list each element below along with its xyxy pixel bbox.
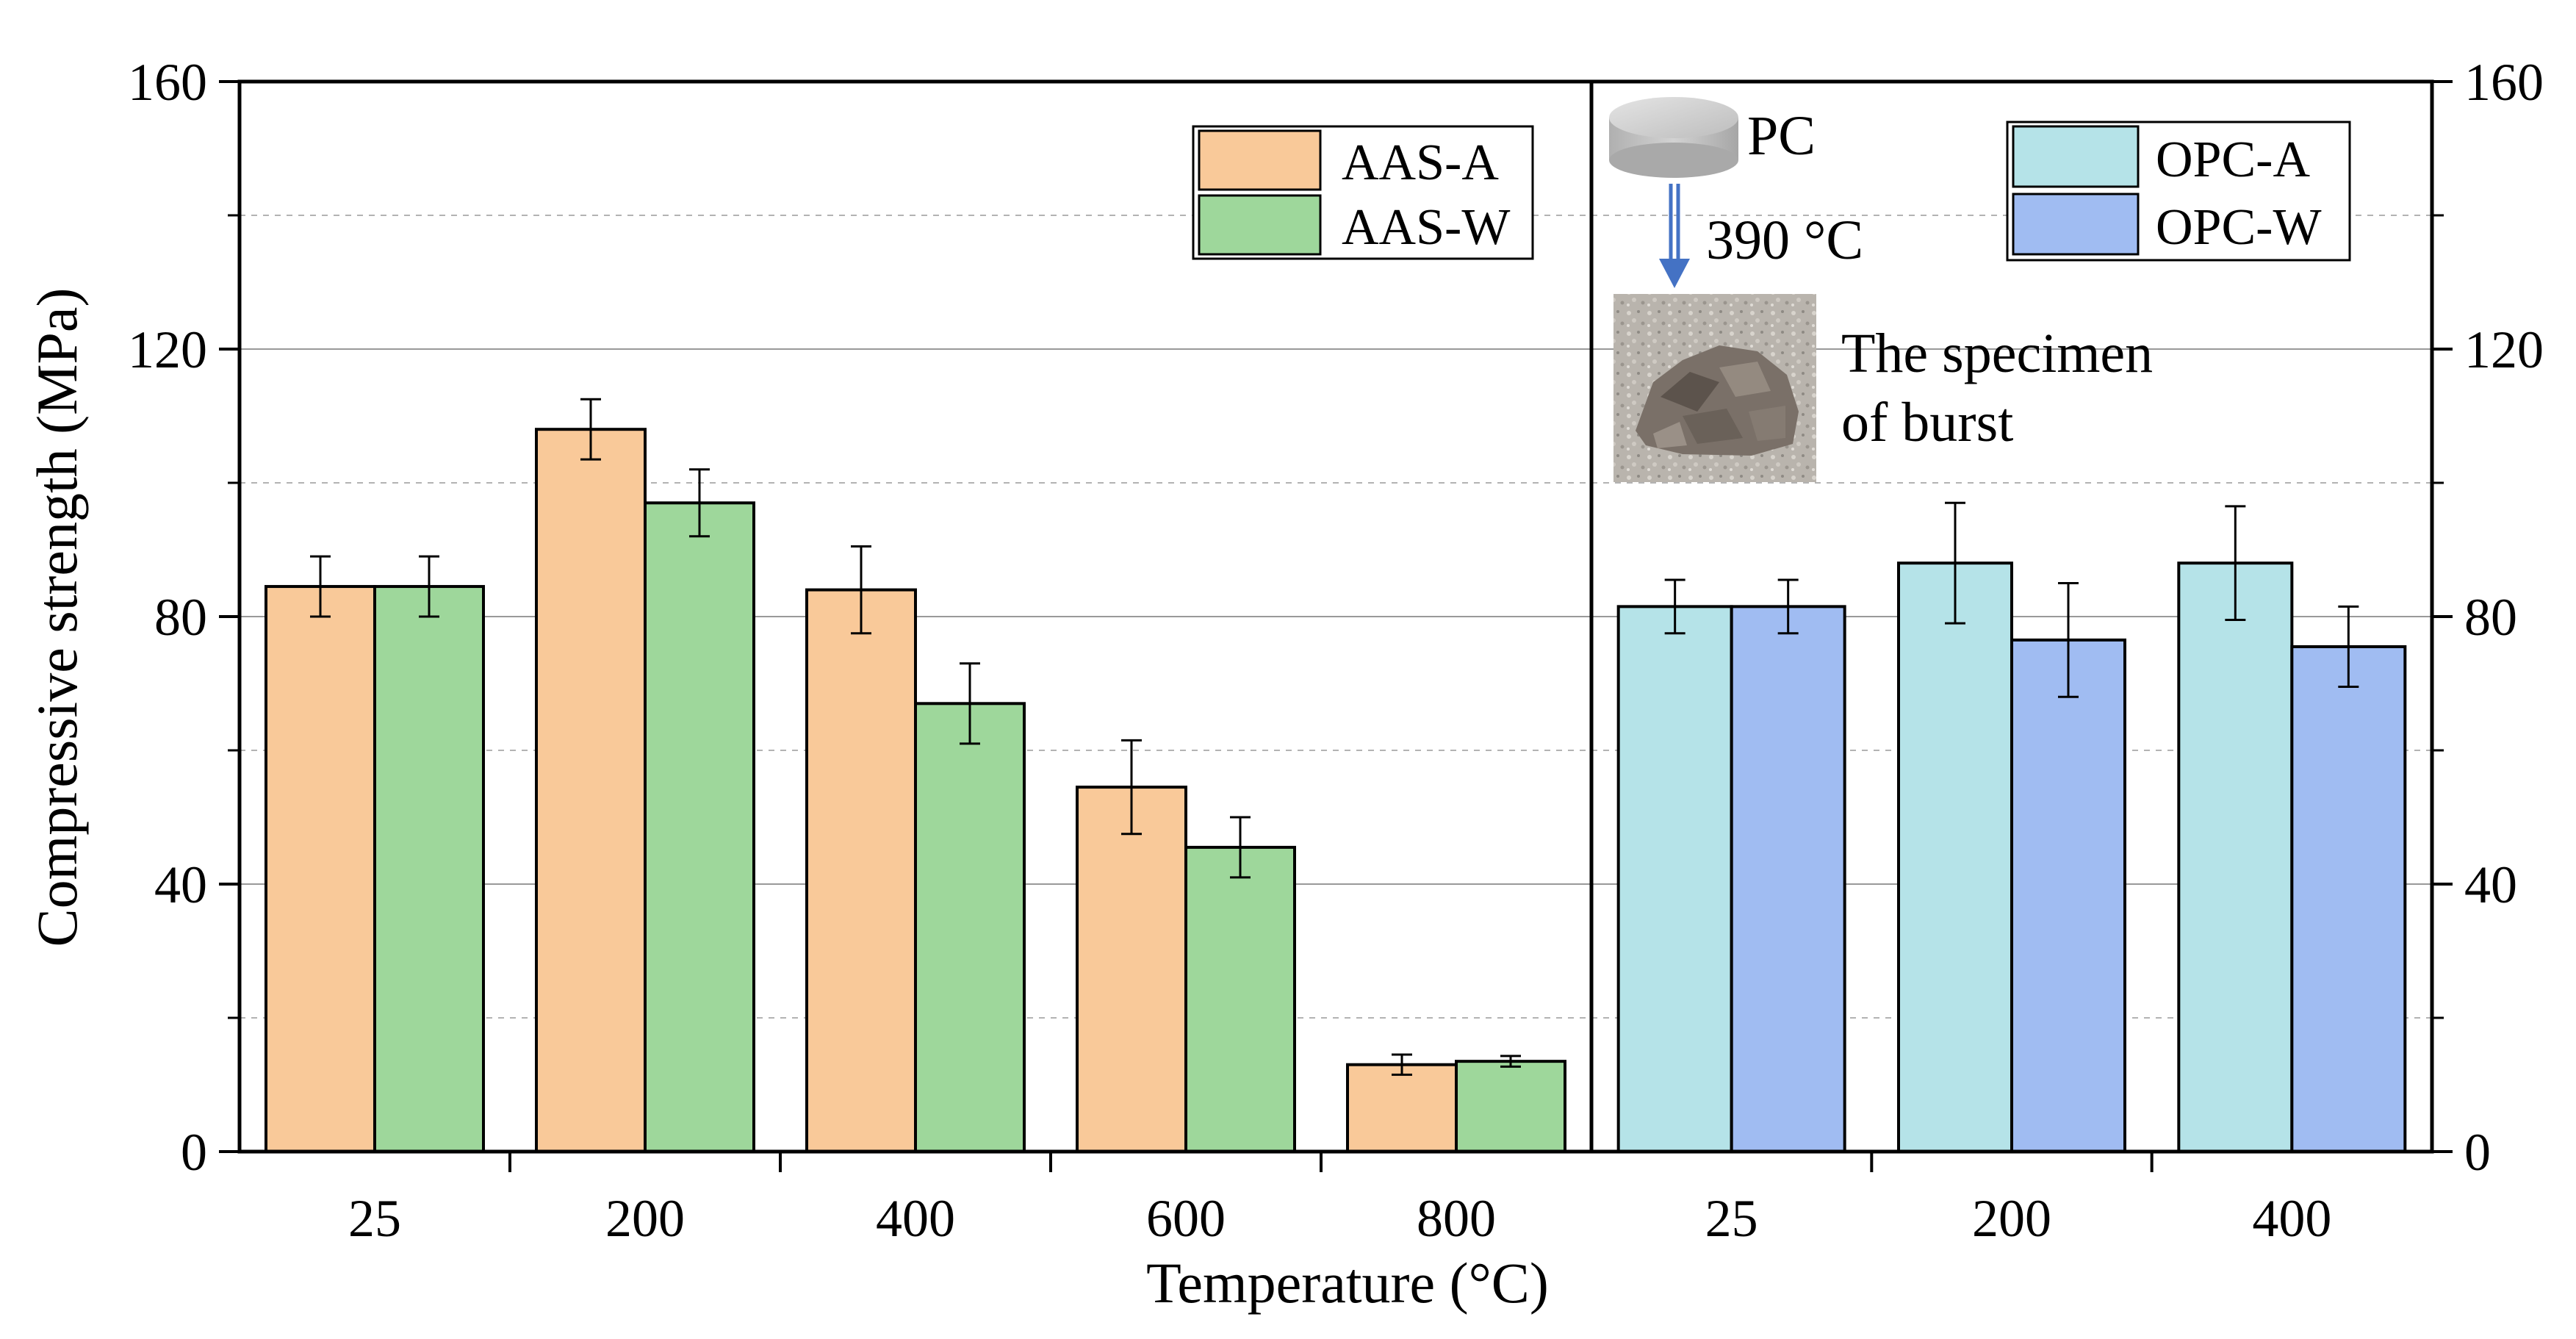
legend-label-opc-w: OPC-W xyxy=(2156,199,2322,256)
legend-swatch-opc-a xyxy=(2012,125,2140,188)
axis-ticks: 25 200 400 600 800 25 200 400 0 0 40 40 80 80 120 120 16… xyxy=(128,53,2544,1248)
temperature-label: 390 °C xyxy=(1706,209,1863,271)
y-tick-label-left: 80 xyxy=(154,588,207,647)
bar-aas-w xyxy=(914,702,1026,1153)
burst-specimen-photo xyxy=(1613,294,1816,482)
y-axis-title: Compressive strength (MPa) xyxy=(25,288,89,947)
x-tick-label: 800 xyxy=(1417,1189,1496,1248)
bar-aas-a xyxy=(1346,1063,1458,1153)
y-tick-label-left: 160 xyxy=(128,53,207,112)
burst-label-line2: of burst xyxy=(1841,392,2013,453)
x-tick-label: 400 xyxy=(876,1189,955,1248)
x-tick-label: 600 xyxy=(1146,1189,1226,1248)
x-tick-label: 25 xyxy=(348,1189,401,1248)
bar-aas-a xyxy=(805,588,917,1153)
pc-label: PC xyxy=(1747,105,1816,167)
x-tick-label: 400 xyxy=(2252,1189,2331,1248)
bar-opc-a xyxy=(1897,561,2013,1153)
bar-aas-a xyxy=(1076,786,1187,1154)
y-tick-label-left: 0 xyxy=(181,1123,207,1182)
legend-swatch-opc-w xyxy=(2012,193,2140,256)
bar-opc-w xyxy=(1730,605,1846,1153)
y-tick-label-right: 120 xyxy=(2464,320,2544,379)
x-tick-label: 25 xyxy=(1705,1189,1758,1248)
y-tick-label-right: 0 xyxy=(2464,1123,2491,1182)
legend-label-aas-a: AAS-A xyxy=(1342,134,1499,191)
y-tick-label-right: 40 xyxy=(2464,855,2517,914)
bar-aas-a xyxy=(535,428,647,1153)
burst-label-line1: The specimen xyxy=(1841,323,2153,384)
legend-swatch-aas-w xyxy=(1198,194,1322,256)
legend-aas: AAS-A AAS-W xyxy=(1192,125,1534,260)
pc-specimen-icon xyxy=(1609,97,1738,178)
bar-aas-w xyxy=(1455,1060,1566,1154)
bar-opc-w xyxy=(2010,638,2126,1153)
legend-opc: OPC-A OPC-W xyxy=(2006,121,2351,262)
legend-label-aas-w: AAS-W xyxy=(1342,199,1510,256)
y-tick-label-left: 40 xyxy=(154,855,207,914)
y-tick-label-left: 120 xyxy=(128,320,207,379)
bar-opc-a xyxy=(1616,605,1733,1153)
legend-swatch-aas-a xyxy=(1198,129,1322,191)
bar-aas-w xyxy=(1184,845,1296,1153)
bar-aas-w xyxy=(644,501,755,1153)
x-axis-title: Temperature (°C) xyxy=(1146,1251,1549,1315)
y-tick-label-right: 80 xyxy=(2464,588,2517,647)
bar-aas-a xyxy=(265,585,376,1153)
y-tick-label-right: 160 xyxy=(2464,53,2544,112)
x-tick-label: 200 xyxy=(1972,1189,2051,1248)
legend-label-opc-a: OPC-A xyxy=(2156,132,2310,188)
burst-annotation: PC 390 °C The specimen of burst xyxy=(1609,97,2153,482)
error-bars xyxy=(310,398,2359,1076)
bar-series xyxy=(265,428,2407,1154)
bar-aas-w xyxy=(373,585,485,1153)
bar-opc-a xyxy=(2177,561,2294,1153)
x-tick-label: 200 xyxy=(605,1189,685,1248)
down-arrow-icon xyxy=(1659,184,1690,288)
bar-opc-w xyxy=(2290,645,2407,1153)
